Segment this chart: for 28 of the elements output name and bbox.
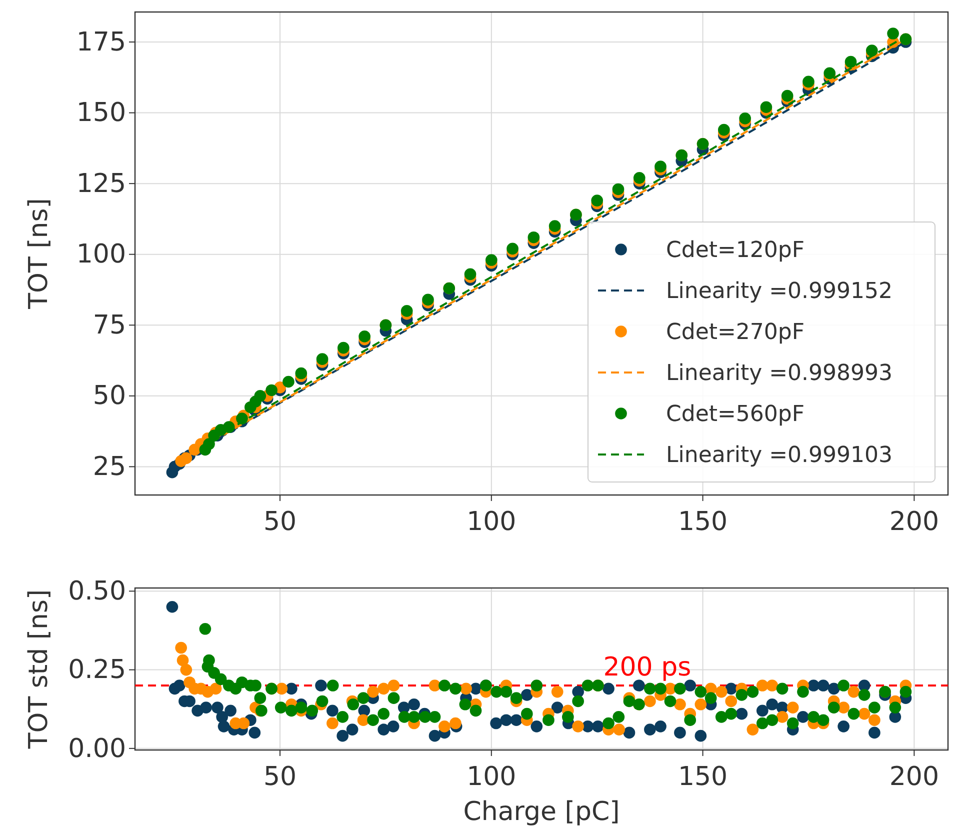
x-tick-label: 200 bbox=[889, 762, 939, 792]
x-tick-label: 100 bbox=[466, 762, 516, 792]
y-tick-label: 175 bbox=[76, 27, 126, 58]
y-tick-label: 150 bbox=[76, 98, 126, 128]
y-tick-label: 125 bbox=[76, 168, 126, 199]
x-tick-label: 100 bbox=[466, 507, 516, 537]
x-tick-label: 50 bbox=[263, 507, 297, 537]
legend-label: Cdet=560pF bbox=[666, 402, 805, 428]
y-tick-label: 50 bbox=[92, 381, 126, 412]
y-axis-title: TOT [ns] bbox=[24, 198, 54, 310]
x-tick-label: 200 bbox=[889, 507, 939, 537]
x-tick-label: 150 bbox=[678, 762, 728, 792]
x-axis-title: Charge [pC] bbox=[463, 797, 620, 827]
legend-label: Linearity =0.999103 bbox=[666, 443, 893, 468]
legend-label: Cdet=270pF bbox=[666, 320, 805, 346]
ref-line-label: 200 ps bbox=[603, 652, 692, 683]
y-tick-label: 75 bbox=[92, 310, 126, 340]
x-tick-label: 150 bbox=[678, 507, 728, 537]
y-tick-label: 100 bbox=[76, 240, 126, 270]
legend-label: Linearity =0.999152 bbox=[666, 279, 893, 304]
legend-label: Linearity =0.998993 bbox=[666, 361, 893, 386]
y-axis-title: TOT std [ns] bbox=[24, 589, 54, 750]
y-tick-label: 0.50 bbox=[68, 576, 126, 606]
x-tick-label: 50 bbox=[263, 762, 297, 792]
legend-label: Cdet=120pF bbox=[666, 238, 805, 264]
y-tick-label: 0.25 bbox=[68, 655, 126, 686]
y-tick-label: 25 bbox=[92, 452, 126, 482]
y-tick-label: 0.00 bbox=[68, 734, 126, 764]
